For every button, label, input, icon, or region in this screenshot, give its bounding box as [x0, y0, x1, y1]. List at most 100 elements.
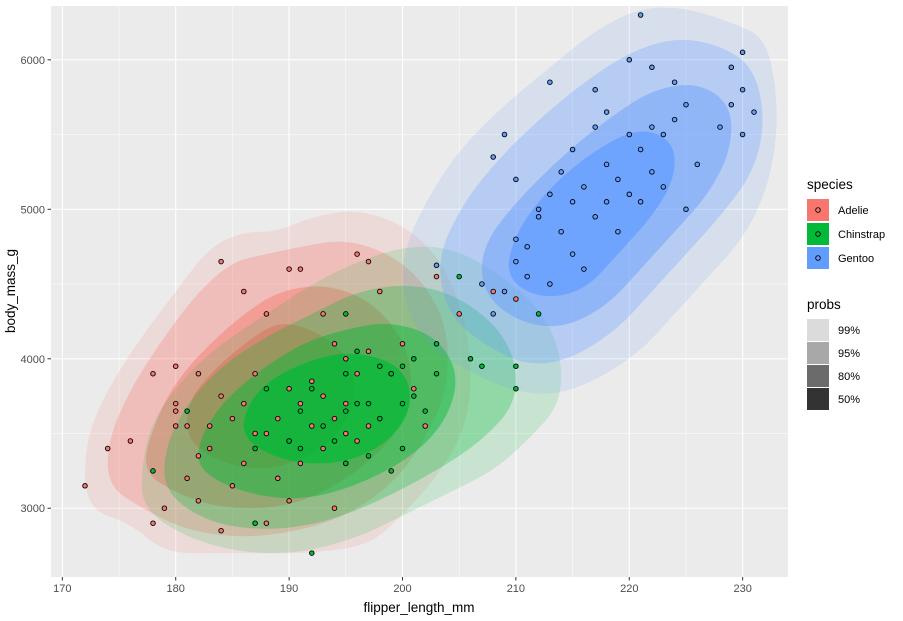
point-chinstrap: [411, 393, 417, 399]
point-gentoo: [717, 124, 723, 130]
point-chinstrap: [388, 370, 394, 377]
point-adelie: [172, 400, 179, 407]
point-adelie: [365, 348, 372, 355]
point-adelie: [229, 483, 236, 489]
point-gentoo: [739, 131, 746, 138]
point-adelie: [263, 520, 270, 526]
point-chinstrap: [150, 468, 156, 474]
legend-label-gentoo: Gentoo: [838, 253, 874, 265]
density-gentoo: [402, 7, 777, 394]
point-gentoo: [513, 176, 519, 183]
y-tick-label: 3000: [21, 503, 45, 515]
point-gentoo: [626, 191, 633, 198]
point-chinstrap: [388, 468, 394, 474]
point-gentoo: [683, 206, 689, 213]
point-gentoo: [603, 109, 610, 115]
point-gentoo: [558, 169, 564, 175]
point-chinstrap: [399, 445, 406, 452]
point-adelie: [286, 385, 292, 392]
point-gentoo: [660, 184, 667, 190]
point-adelie: [241, 288, 247, 295]
point-gentoo: [490, 154, 496, 160]
point-gentoo: [637, 199, 644, 205]
point-adelie: [150, 370, 156, 377]
point-adelie: [195, 498, 202, 504]
point-chinstrap: [433, 370, 440, 377]
point-gentoo: [433, 262, 440, 269]
point-gentoo: [683, 101, 689, 108]
legend-key-prob: [807, 365, 829, 387]
point-adelie: [309, 423, 315, 429]
point-gentoo: [637, 12, 644, 18]
legend-label-prob: 50%: [838, 394, 860, 406]
point-adelie: [411, 385, 417, 392]
legend-point-gentoo: [815, 255, 821, 261]
point-chinstrap: [513, 385, 519, 392]
legend-label-chinstrap: Chinstrap: [838, 229, 885, 241]
point-gentoo: [603, 161, 610, 168]
point-gentoo: [581, 184, 587, 190]
point-gentoo: [728, 64, 735, 71]
point-chinstrap: [354, 400, 360, 407]
point-adelie: [206, 423, 213, 429]
point-gentoo: [558, 228, 564, 235]
legend-label-adelie: Adelie: [838, 205, 869, 217]
point-adelie: [184, 423, 190, 429]
point-adelie: [331, 415, 338, 422]
point-adelie: [399, 341, 406, 347]
point-gentoo: [739, 49, 746, 56]
density-region-chinstrap-50: [243, 353, 411, 464]
point-gentoo: [694, 161, 701, 168]
x-tick-label: 200: [393, 583, 411, 595]
point-chinstrap: [479, 363, 485, 369]
point-adelie: [275, 475, 281, 482]
point-adelie: [331, 505, 338, 511]
point-gentoo: [592, 124, 598, 130]
point-chinstrap: [433, 341, 440, 347]
point-chinstrap: [343, 408, 349, 414]
point-gentoo: [649, 124, 655, 130]
point-adelie: [252, 430, 258, 437]
point-chinstrap: [365, 400, 372, 407]
data-points: [82, 12, 757, 556]
point-adelie: [456, 311, 462, 317]
point-gentoo: [479, 281, 485, 287]
point-chinstrap: [309, 550, 315, 556]
point-gentoo: [649, 169, 655, 175]
point-adelie: [184, 475, 190, 482]
point-chinstrap: [399, 363, 406, 369]
point-gentoo: [603, 199, 610, 205]
point-adelie: [343, 356, 349, 362]
point-adelie: [286, 266, 292, 272]
axes: 170 180 190 200 210 220 230 3000 4000 5000 6000: [21, 55, 752, 595]
point-adelie: [377, 288, 383, 295]
point-gentoo: [535, 214, 542, 220]
point-adelie: [161, 505, 168, 511]
point-gentoo: [615, 228, 621, 235]
panel-background: [51, 6, 788, 577]
point-gentoo: [637, 146, 644, 153]
y-tick-label: 4000: [21, 354, 45, 366]
density-chinstrap: [141, 246, 562, 554]
point-gentoo: [547, 281, 553, 287]
legend-key-prob: [807, 342, 829, 364]
x-tick-label: 180: [167, 583, 185, 595]
point-chinstrap: [286, 438, 292, 444]
point-adelie: [433, 273, 440, 280]
point-gentoo: [649, 64, 655, 71]
point-chinstrap: [467, 356, 474, 362]
point-adelie: [297, 266, 304, 272]
point-chinstrap: [411, 356, 417, 362]
point-chinstrap: [354, 348, 360, 355]
legend-title-probs: probs: [807, 297, 841, 312]
point-gentoo: [513, 236, 519, 242]
point-gentoo: [547, 191, 553, 198]
point-chinstrap: [399, 400, 406, 407]
point-adelie: [229, 415, 236, 422]
point-chinstrap: [252, 520, 258, 526]
legend-label-prob: 95%: [838, 348, 860, 360]
point-gentoo: [671, 116, 678, 123]
point-adelie: [320, 311, 326, 317]
point-gentoo: [490, 311, 496, 317]
legend-label-prob: 80%: [838, 371, 860, 383]
